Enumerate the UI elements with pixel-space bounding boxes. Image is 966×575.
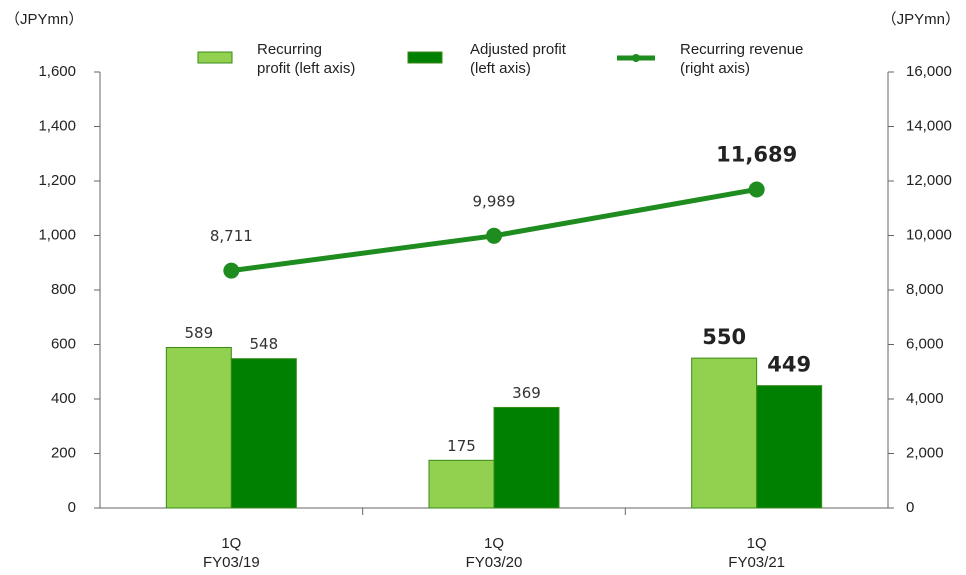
bar-value-label: 449 [767, 353, 811, 377]
x-tick-label: 1Q FY03/20 [466, 535, 523, 571]
bar-value-label: 548 [250, 335, 279, 353]
y2-tick-label: 2,000 [906, 444, 944, 461]
legend-swatch-dot [632, 54, 640, 62]
line-point [748, 181, 765, 198]
y2-tick-label: 6,000 [906, 335, 944, 352]
x-tick-label: 1Q FY03/21 [728, 535, 785, 571]
y-tick-label: 1,000 [38, 226, 76, 243]
y2-axis-unit: （JPYmn） [882, 11, 960, 28]
legend-label: Adjusted profit (left axis) [470, 41, 567, 77]
line-value-label: 8,711 [210, 227, 253, 245]
line-point [223, 262, 240, 279]
bar [230, 358, 297, 509]
y2-tick-label: 10,000 [906, 226, 952, 243]
bar-value-label: 175 [447, 437, 476, 455]
line-point [486, 227, 502, 244]
y-axis-unit: （JPYmn） [5, 11, 83, 28]
bar [165, 346, 232, 509]
line-value-label: 9,989 [473, 192, 516, 210]
y2-tick-label: 8,000 [906, 281, 944, 298]
y-tick-label: 1,400 [38, 117, 76, 134]
y-tick-label: 0 [68, 499, 76, 516]
y2-tick-label: 4,000 [906, 390, 944, 407]
y-tick-label: 1,600 [38, 63, 76, 80]
x-tick-label: 1Q FY03/19 [203, 535, 260, 571]
legend-swatch [197, 51, 233, 64]
y-tick-label: 800 [51, 281, 76, 298]
legend-label: Recurring revenue (right axis) [680, 41, 803, 77]
line-value-label: 11,689 [716, 142, 797, 166]
y-tick-label: 200 [51, 444, 76, 461]
bar [691, 357, 758, 509]
legend-swatch [407, 51, 443, 64]
bar [756, 385, 823, 509]
bar-value-label: 550 [702, 325, 746, 349]
y-tick-label: 1,200 [38, 172, 76, 189]
y2-tick-label: 14,000 [906, 117, 952, 134]
y2-tick-label: 12,000 [906, 172, 952, 189]
bar-value-label: 369 [512, 384, 541, 402]
y2-tick-label: 0 [906, 499, 914, 516]
y-tick-label: 600 [51, 335, 76, 352]
y-tick-label: 400 [51, 390, 76, 407]
bar [428, 459, 495, 509]
bar [493, 406, 560, 509]
legend-label: Recurring profit (left axis) [257, 41, 355, 77]
y2-tick-label: 16,000 [906, 63, 952, 80]
bar-value-label: 589 [185, 324, 214, 342]
